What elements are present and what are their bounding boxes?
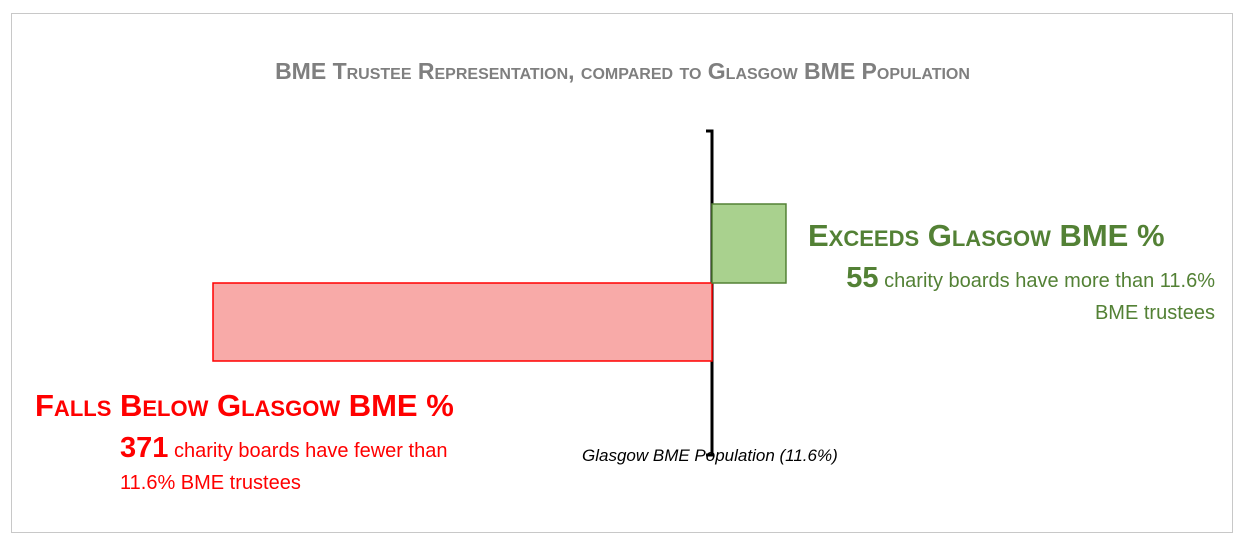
category-label: Exceeds Glasgow BME % [808, 218, 1165, 253]
bar [212, 282, 713, 362]
annotation-text: charity boards have fewer than 11.6% BME… [120, 440, 448, 494]
page: BME Trustee Representation, compared to … [11, 13, 1233, 533]
reference-label: Glasgow BME Population (11.6%) [582, 446, 838, 465]
chart-title: BME Trustee Representation, compared to … [275, 58, 970, 84]
value-label: 371 [120, 432, 169, 464]
value-label: 55 [846, 262, 879, 294]
category-label: Falls Below Glasgow BME % [35, 388, 454, 423]
annotation: 55 charity boards have more than 11.6% B… [800, 262, 1215, 329]
annotation: 371 charity boards have fewer than 11.6%… [120, 432, 480, 499]
bar [711, 203, 787, 284]
annotation-text: charity boards have more than 11.6% BME … [884, 270, 1215, 324]
plot [212, 129, 787, 457]
